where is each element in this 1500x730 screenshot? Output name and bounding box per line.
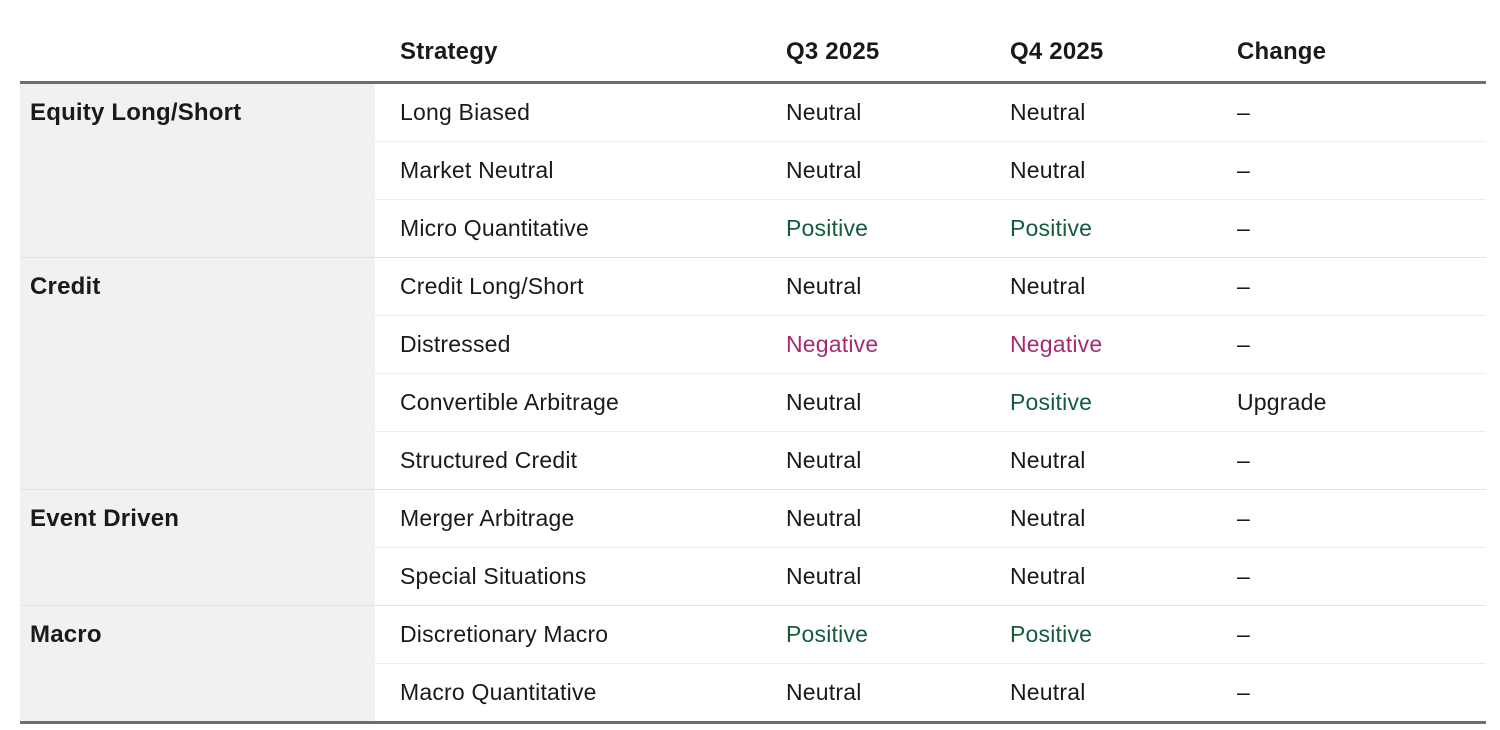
strategy-cell: Merger Arbitrage	[375, 489, 761, 548]
table-row: Equity Long/Short Long Biased Neutral Ne…	[20, 82, 1486, 258]
change-cell: –	[1212, 547, 1486, 606]
category-cell-event-driven: Event Driven	[20, 489, 375, 606]
strategy-ratings-table: Strategy Q3 2025 Q4 2025 Change Equity L…	[20, 0, 1486, 724]
table-row: Macro Discretionary Macro Positive Posit…	[20, 605, 1486, 723]
column-header-strategy: Strategy	[375, 0, 761, 84]
change-cell: –	[1212, 257, 1486, 316]
change-cell: Upgrade	[1212, 373, 1486, 432]
q3-rating-cell: Neutral	[761, 663, 985, 723]
column-header-q4-2025: Q4 2025	[985, 0, 1212, 84]
column-header-q3-2025: Q3 2025	[761, 0, 985, 84]
table-row: Credit Credit Long/Short Neutral Neutral…	[20, 257, 1486, 490]
q4-rating-cell: Neutral	[985, 141, 1212, 200]
table-row: Special Situations Neutral Neutral –	[20, 547, 1486, 606]
strategy-cell: Convertible Arbitrage	[375, 373, 761, 432]
change-cell: –	[1212, 315, 1486, 374]
q4-rating-cell: Positive	[985, 199, 1212, 258]
q3-rating-cell: Positive	[761, 605, 985, 664]
q4-rating-cell: Neutral	[985, 547, 1212, 606]
q4-rating-cell: Negative	[985, 315, 1212, 374]
strategy-cell: Market Neutral	[375, 141, 761, 200]
strategy-cell: Special Situations	[375, 547, 761, 606]
strategy-cell: Macro Quantitative	[375, 663, 761, 723]
q3-rating-cell: Neutral	[761, 141, 985, 200]
table-row: Convertible Arbitrage Neutral Positive U…	[20, 373, 1486, 432]
category-cell-equity-long-short: Equity Long/Short	[20, 82, 375, 258]
change-cell: –	[1212, 141, 1486, 200]
strategy-cell: Distressed	[375, 315, 761, 374]
table-row: Structured Credit Neutral Neutral –	[20, 431, 1486, 490]
q3-rating-cell: Neutral	[786, 99, 862, 125]
q4-rating-cell: Neutral	[1010, 99, 1086, 125]
q3-rating-cell: Negative	[761, 315, 985, 374]
q4-rating-cell: Neutral	[985, 489, 1212, 548]
column-header-change: Change	[1212, 0, 1486, 84]
q3-rating-cell: Neutral	[761, 373, 985, 432]
q4-rating-cell: Positive	[985, 605, 1212, 664]
change-cell: –	[1212, 199, 1486, 258]
q4-rating-cell: Neutral	[985, 257, 1212, 316]
q4-rating-cell: Neutral	[985, 431, 1212, 490]
q3-rating-cell: Neutral	[761, 431, 985, 490]
table-row: Event Driven Merger Arbitrage Neutral Ne…	[20, 489, 1486, 606]
table-row: Macro Quantitative Neutral Neutral –	[20, 663, 1486, 723]
category-cell-macro: Macro	[20, 605, 375, 723]
strategy-cell: Micro Quantitative	[375, 199, 761, 258]
change-cell: –	[1212, 431, 1486, 490]
table-header-row: Strategy Q3 2025 Q4 2025 Change	[20, 0, 1486, 84]
q4-rating-cell: Positive	[985, 373, 1212, 432]
strategy-cell: Structured Credit	[375, 431, 761, 490]
change-cell: –	[1212, 663, 1486, 723]
change-cell: –	[1212, 605, 1486, 664]
strategy-cell: Discretionary Macro	[375, 605, 761, 664]
column-header-category	[20, 0, 375, 84]
category-cell-credit: Credit	[20, 257, 375, 490]
table-row: Market Neutral Neutral Neutral –	[20, 141, 1486, 200]
table-row: Distressed Negative Negative –	[20, 315, 1486, 374]
q4-rating-cell: Neutral	[985, 663, 1212, 723]
q3-rating-cell: Neutral	[761, 547, 985, 606]
q3-rating-cell: Positive	[761, 199, 985, 258]
change-cell: –	[1237, 99, 1250, 125]
table-row: Micro Quantitative Positive Positive –	[20, 199, 1486, 258]
change-cell: –	[1212, 489, 1486, 548]
q3-rating-cell: Neutral	[761, 257, 985, 316]
strategy-cell: Long Biased	[400, 99, 531, 125]
strategy-cell: Credit Long/Short	[375, 257, 761, 316]
q3-rating-cell: Neutral	[761, 489, 985, 548]
